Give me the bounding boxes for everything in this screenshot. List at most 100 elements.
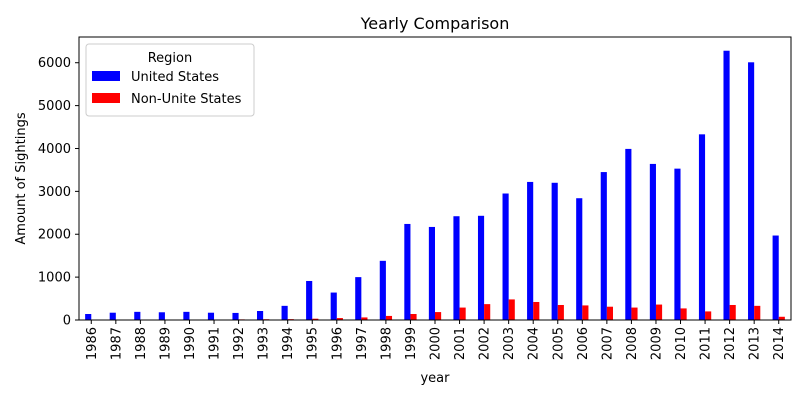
bar-non-unite-states-1995 <box>312 318 319 320</box>
y-tick-label: 3000 <box>38 185 71 200</box>
x-tick-label: 2003 <box>502 327 517 360</box>
legend-swatch-united-states <box>92 71 120 81</box>
y-axis-ticks: 0 1000 2000 3000 4000 5000 6000 <box>38 56 79 329</box>
bar-united-states-1986 <box>85 314 92 320</box>
bar-united-states-2006 <box>576 198 583 320</box>
bar-united-states-1991 <box>207 312 215 320</box>
bar-united-states-2010 <box>674 168 681 320</box>
bar-non-unite-states-2014 <box>778 316 785 320</box>
bar-united-states-2000 <box>428 226 435 320</box>
bar-non-unite-states-1996 <box>336 318 343 320</box>
x-tick-label: 2004 <box>527 327 542 360</box>
bar-non-unite-states-2000 <box>435 312 442 320</box>
x-tick-label: 1989 <box>158 327 173 360</box>
bar-united-states-2009 <box>649 163 656 320</box>
y-axis-label: Amount of Sightings <box>14 112 29 244</box>
x-tick-label: 2007 <box>600 327 615 360</box>
x-tick-label: 1987 <box>109 327 124 360</box>
bar-non-unite-states-2006 <box>582 305 589 320</box>
bar-non-unite-states-2002 <box>484 304 491 320</box>
x-axis-label: year <box>420 371 450 386</box>
x-axis-ticks: 1986 1987 1988 1989 1990 1991 1992 1993 1994 1995… <box>85 320 787 360</box>
bar-non-unite-states-2004 <box>533 301 540 320</box>
y-tick-label: 1000 <box>38 271 71 286</box>
bar-united-states-1993 <box>257 311 264 320</box>
plot-frame <box>78 36 792 321</box>
x-tick-label: 1994 <box>281 327 296 360</box>
x-tick-label: 2005 <box>551 327 566 360</box>
bar-united-states-1992 <box>232 312 239 320</box>
bar-united-states-2014 <box>772 235 779 320</box>
bar-united-states-1987 <box>109 312 116 320</box>
x-tick-label: 1993 <box>257 327 272 360</box>
x-tick-label: 2001 <box>453 327 468 360</box>
bar-united-states-2001 <box>453 216 460 320</box>
bar-united-states-2005 <box>551 182 558 320</box>
bar-non-unite-states-2003 <box>508 299 515 320</box>
bar-united-states-2011 <box>698 134 706 320</box>
bar-non-unite-states-2009 <box>655 304 663 320</box>
bar-non-unite-states-2008 <box>631 307 638 320</box>
x-tick-label: 1995 <box>306 327 321 360</box>
legend-swatch-non-united-states <box>92 93 120 103</box>
y-tick-label: 6000 <box>38 56 71 71</box>
bar-united-states-1988 <box>134 311 141 320</box>
bar-non-unite-states-1998 <box>385 315 393 320</box>
x-tick-label: 1997 <box>355 327 370 360</box>
bar-united-states-1989 <box>158 312 165 320</box>
bar-non-unite-states-1999 <box>410 314 417 320</box>
bar-united-states-2003 <box>502 193 509 320</box>
bar-united-states-1998 <box>379 260 386 320</box>
bar-united-states-1994 <box>281 305 288 320</box>
x-tick-label: 2009 <box>649 327 664 360</box>
bar-united-states-2004 <box>527 181 534 320</box>
x-tick-label: 1998 <box>379 327 394 360</box>
bar-non-unite-states-2005 <box>557 304 564 320</box>
bar-united-states-2008 <box>625 148 632 320</box>
x-tick-label: 1999 <box>404 327 419 360</box>
bar-united-states-1990 <box>183 311 190 320</box>
x-tick-label: 2011 <box>699 327 714 360</box>
x-tick-label: 2010 <box>674 327 689 360</box>
bar-united-states-2012 <box>723 50 730 320</box>
x-tick-label: 2014 <box>772 327 787 360</box>
y-tick-label: 2000 <box>38 228 71 243</box>
x-tick-label: 2006 <box>576 327 591 360</box>
bar-non-unite-states-2007 <box>606 306 613 320</box>
x-tick-label: 2012 <box>723 327 738 360</box>
bar-united-states-1995 <box>306 280 313 320</box>
bar-united-states-2002 <box>477 215 485 320</box>
y-tick-label: 5000 <box>38 99 71 114</box>
bar-united-states-1997 <box>355 277 362 320</box>
legend-title: Region <box>148 51 193 66</box>
x-tick-label: 2008 <box>625 327 640 360</box>
x-tick-label: 2002 <box>478 327 493 360</box>
legend-label-united-states: United States <box>131 70 219 85</box>
bar-united-states-2007 <box>600 172 607 320</box>
x-tick-label: 1988 <box>134 327 149 360</box>
bar-united-states-1999 <box>404 223 411 320</box>
bar-non-unite-states-2010 <box>680 308 687 320</box>
legend-label-non-united-states: Non-Unite States <box>131 92 242 107</box>
bar-non-unite-states-2011 <box>705 311 712 320</box>
bars-group <box>85 50 785 321</box>
x-tick-label: 2000 <box>429 327 444 360</box>
x-tick-label: 1991 <box>208 327 223 360</box>
bar-united-states-2013 <box>748 62 755 321</box>
bar-non-unite-states-2013 <box>754 305 761 320</box>
legend: Region United States Non-Unite States <box>85 43 255 117</box>
chart-title: Yearly Comparison <box>360 14 510 33</box>
bar-non-unite-states-1997 <box>361 317 368 320</box>
x-tick-label: 1992 <box>232 327 247 360</box>
y-tick-label: 0 <box>63 314 71 329</box>
x-tick-label: 1986 <box>85 327 100 360</box>
bar-non-unite-states-2012 <box>729 304 736 320</box>
legend-box <box>85 43 255 117</box>
x-tick-label: 2013 <box>748 327 763 360</box>
bar-united-states-1996 <box>330 292 337 320</box>
bar-non-unite-states-2001 <box>459 307 466 320</box>
x-tick-label: 1990 <box>183 327 198 360</box>
y-tick-label: 4000 <box>38 142 71 157</box>
x-tick-label: 1996 <box>330 327 345 360</box>
